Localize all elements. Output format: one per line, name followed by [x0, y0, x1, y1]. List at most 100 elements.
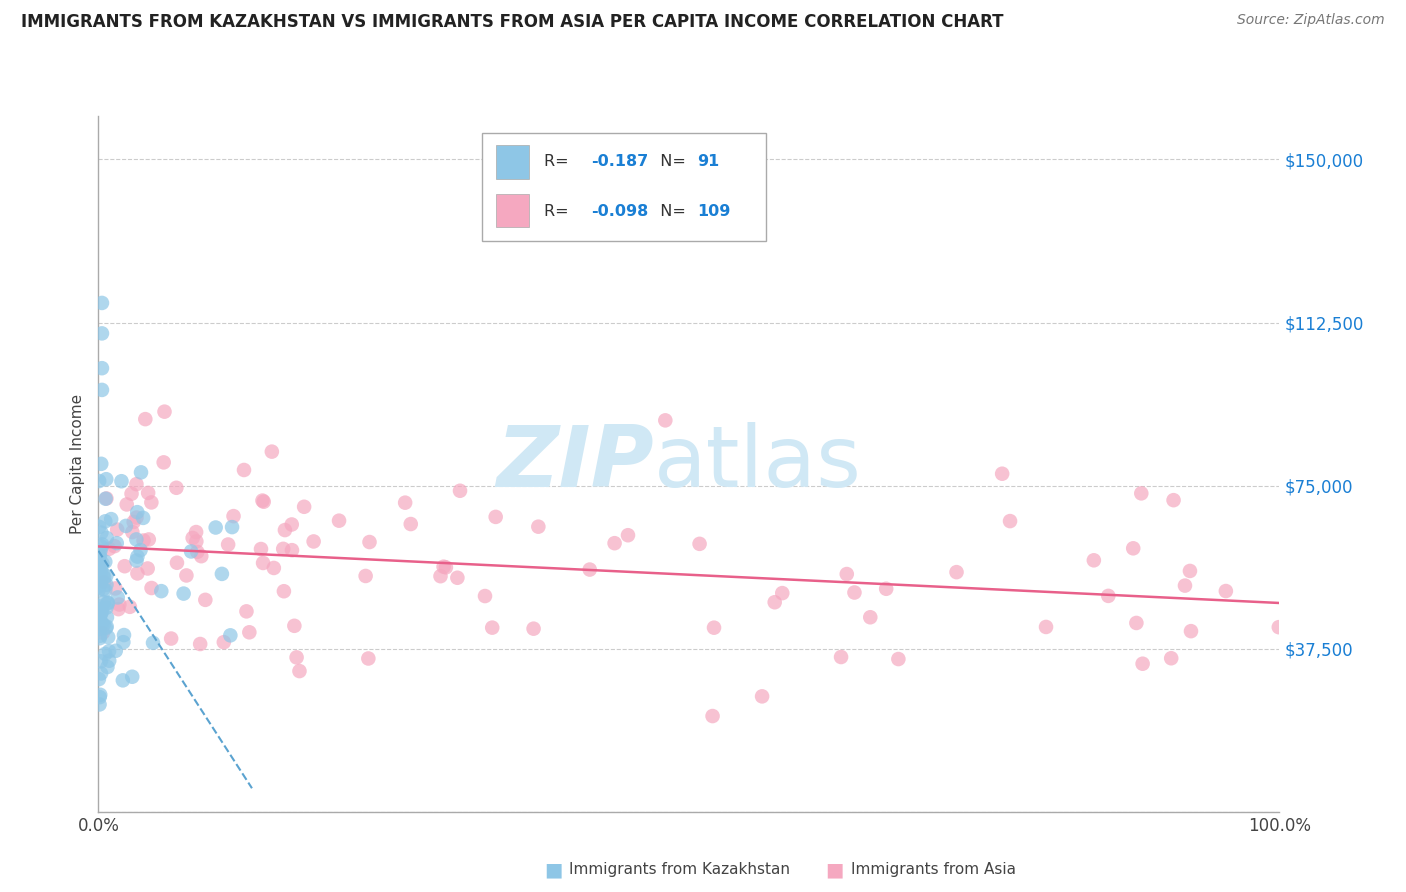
Point — [221, 520, 243, 534]
Point — [112, 635, 135, 649]
Point — [97, 630, 120, 644]
Point — [474, 589, 496, 603]
Point — [132, 511, 155, 525]
Point — [134, 412, 156, 426]
Point — [217, 537, 239, 551]
Point — [283, 619, 305, 633]
Point — [93, 571, 115, 585]
Point — [194, 592, 217, 607]
Point — [702, 709, 724, 723]
Point — [94, 491, 117, 506]
Point — [138, 533, 160, 547]
Point — [998, 514, 1021, 528]
Point — [211, 566, 233, 581]
Point — [89, 549, 111, 563]
Point — [96, 531, 118, 545]
Text: Source: ZipAtlas.com: Source: ZipAtlas.com — [1237, 13, 1385, 28]
Text: -0.098: -0.098 — [591, 203, 648, 219]
Point — [89, 690, 111, 705]
Point — [292, 500, 315, 514]
Point — [93, 618, 115, 632]
Point — [89, 611, 111, 625]
Point — [446, 571, 468, 585]
Text: N=: N= — [650, 203, 690, 219]
Point — [89, 629, 111, 643]
Point — [302, 534, 325, 549]
Point — [433, 559, 456, 574]
Point — [250, 542, 273, 557]
Point — [181, 531, 204, 545]
Point — [96, 491, 118, 506]
Point — [281, 543, 304, 558]
Point — [150, 584, 173, 599]
Text: N=: N= — [650, 153, 690, 169]
Point — [186, 534, 208, 549]
Point — [129, 466, 152, 480]
Point — [94, 583, 117, 598]
Point — [859, 610, 882, 624]
Text: Immigrants from Kazakhstan: Immigrants from Kazakhstan — [569, 863, 790, 877]
Point — [204, 520, 226, 534]
Point — [260, 444, 283, 458]
Point — [136, 486, 159, 500]
Point — [1122, 541, 1144, 556]
Point — [96, 600, 118, 615]
Point — [273, 584, 295, 599]
Point — [235, 604, 257, 618]
Point — [105, 536, 128, 550]
Point — [104, 644, 127, 658]
Point — [253, 494, 276, 508]
Point — [1174, 579, 1197, 593]
Point — [94, 647, 117, 661]
Point — [125, 553, 148, 567]
Text: ■: ■ — [544, 860, 562, 880]
Point — [91, 582, 114, 596]
Point — [91, 557, 114, 571]
Point — [136, 561, 159, 575]
Text: Immigrants from Asia: Immigrants from Asia — [851, 863, 1015, 877]
Point — [107, 602, 129, 616]
Text: ■: ■ — [825, 860, 844, 880]
Point — [104, 582, 127, 596]
Point — [90, 525, 112, 540]
Point — [394, 496, 416, 510]
Point — [527, 519, 550, 533]
Point — [1180, 624, 1202, 639]
Point — [94, 555, 117, 569]
Point — [875, 582, 897, 596]
Point — [91, 616, 114, 631]
Point — [90, 607, 112, 622]
Point — [617, 528, 640, 542]
Point — [830, 650, 852, 665]
Point — [100, 512, 122, 526]
Point — [91, 296, 114, 310]
Point — [89, 622, 111, 636]
Point — [1130, 486, 1153, 500]
Point — [173, 586, 195, 600]
Point — [166, 556, 188, 570]
Point — [89, 556, 111, 570]
Point — [180, 544, 202, 558]
Point — [125, 510, 148, 524]
Point — [118, 599, 141, 614]
Point — [91, 625, 114, 640]
Point — [271, 541, 294, 556]
Point — [87, 549, 110, 563]
Point — [90, 457, 112, 471]
Point — [1163, 493, 1185, 508]
Point — [190, 549, 212, 564]
Point — [399, 516, 422, 531]
Point — [107, 591, 129, 605]
Point — [1035, 620, 1057, 634]
Text: IMMIGRANTS FROM KAZAKHSTAN VS IMMIGRANTS FROM ASIA PER CAPITA INCOME CORRELATION: IMMIGRANTS FROM KAZAKHSTAN VS IMMIGRANTS… — [21, 13, 1004, 31]
Point — [121, 670, 143, 684]
Point — [103, 539, 125, 553]
Point — [274, 523, 297, 537]
Text: atlas: atlas — [654, 422, 862, 506]
Point — [132, 533, 155, 548]
Point — [89, 599, 111, 614]
Point — [481, 621, 503, 635]
Point — [91, 537, 114, 551]
Point — [288, 664, 311, 678]
Text: R=: R= — [544, 153, 574, 169]
